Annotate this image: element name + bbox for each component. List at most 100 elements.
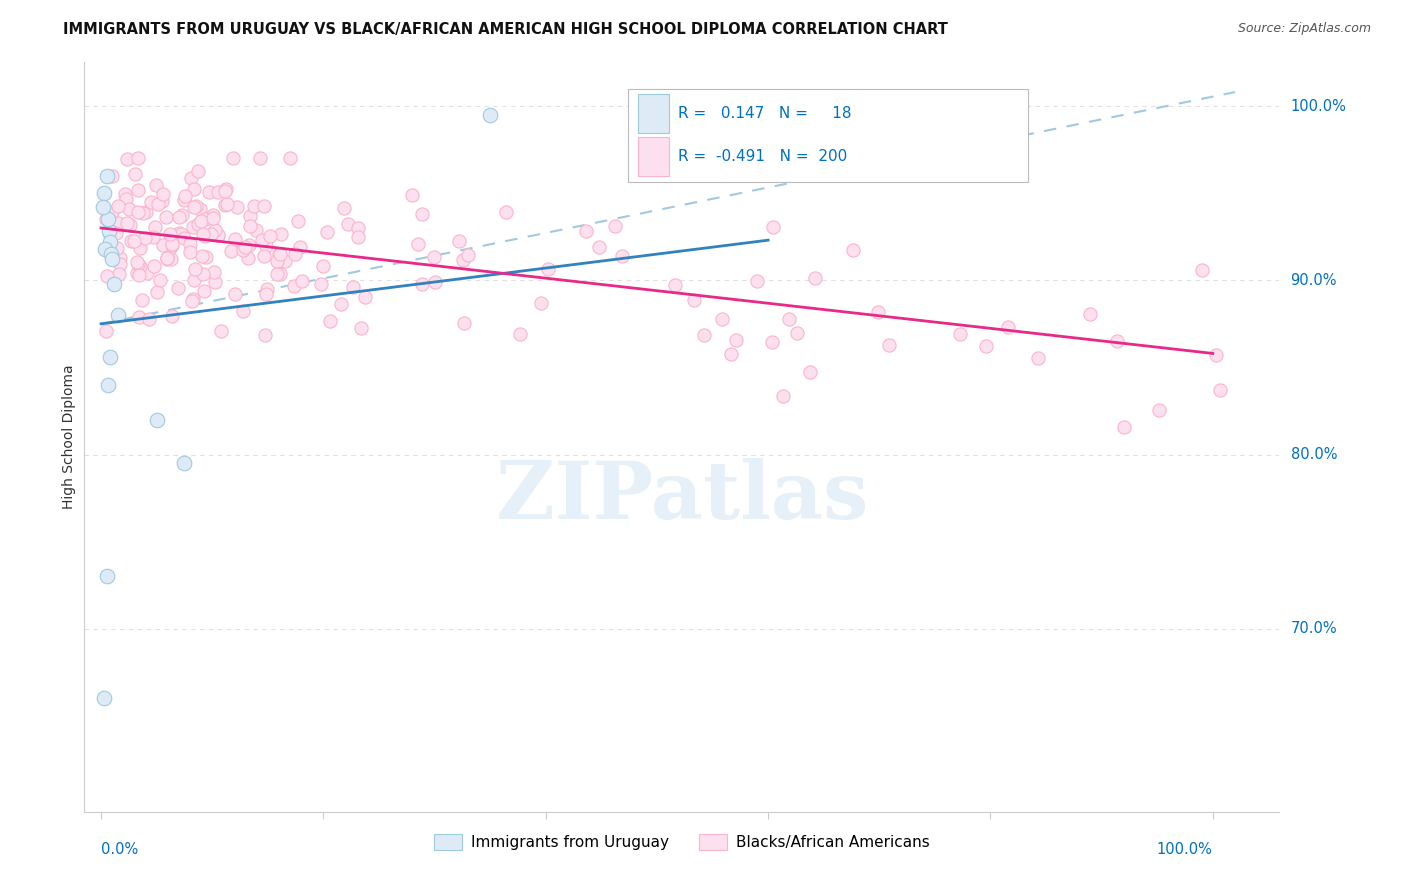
Point [772, 389, 794, 403]
Text: 80.0%: 80.0% [1291, 447, 1337, 462]
Point [745, 274, 768, 288]
Point [270, 227, 292, 242]
Point [193, 267, 215, 281]
Point [354, 290, 377, 304]
Point [254, 328, 277, 343]
Point [155, 210, 177, 224]
Point [259, 228, 281, 243]
Point [253, 249, 276, 263]
Point [128, 310, 150, 324]
Point [128, 241, 150, 255]
Point [183, 273, 205, 287]
Y-axis label: High School Diploma: High School Diploma [62, 365, 76, 509]
Point [842, 243, 865, 257]
Point [588, 240, 610, 254]
Point [146, 196, 169, 211]
Point [232, 304, 254, 318]
Text: Source: ZipAtlas.com: Source: ZipAtlas.com [1237, 22, 1371, 36]
Point [224, 232, 246, 246]
Point [256, 282, 278, 296]
Point [96, 169, 118, 183]
Point [159, 241, 181, 255]
Point [180, 170, 202, 185]
Point [186, 199, 208, 213]
Point [530, 295, 553, 310]
Point [575, 224, 598, 238]
Point [127, 256, 149, 270]
Point [976, 339, 998, 353]
Point [804, 270, 827, 285]
Point [457, 248, 479, 262]
Point [266, 253, 288, 268]
Point [194, 250, 217, 264]
Point [219, 244, 242, 259]
Point [97, 243, 120, 257]
Point [346, 221, 368, 235]
Point [799, 365, 821, 379]
Point [110, 251, 132, 265]
Point [190, 213, 212, 227]
Point [762, 219, 785, 234]
Point [167, 280, 190, 294]
Point [312, 260, 335, 274]
Point [114, 186, 136, 201]
Point [97, 224, 120, 238]
Point [249, 151, 271, 165]
Point [290, 274, 312, 288]
Text: R =  -0.491   N =  200: R = -0.491 N = 200 [678, 149, 848, 163]
Point [93, 186, 115, 201]
Point [118, 202, 141, 216]
Point [96, 212, 118, 227]
Point [233, 240, 256, 254]
Text: IMMIGRANTS FROM URUGUAY VS BLACK/AFRICAN AMERICAN HIGH SCHOOL DIPLOMA CORRELATIO: IMMIGRANTS FROM URUGUAY VS BLACK/AFRICAN… [63, 22, 948, 37]
Point [173, 230, 195, 244]
FancyBboxPatch shape [628, 88, 1029, 182]
Point [115, 192, 138, 206]
Point [173, 193, 195, 207]
Point [96, 269, 118, 284]
Point [411, 277, 433, 291]
Point [101, 252, 124, 267]
Point [239, 209, 262, 223]
Point [94, 242, 117, 256]
Point [786, 326, 808, 341]
Point [197, 186, 219, 200]
Point [193, 227, 215, 241]
Point [1191, 262, 1213, 277]
Point [1205, 348, 1227, 362]
Point [447, 234, 470, 248]
Point [145, 178, 167, 193]
Point [104, 226, 127, 240]
Text: R =   0.147   N =     18: R = 0.147 N = 18 [678, 106, 852, 121]
Text: ZIPatlas: ZIPatlas [496, 458, 868, 536]
Point [495, 204, 517, 219]
Point [191, 249, 214, 263]
Point [117, 152, 139, 166]
Point [96, 324, 118, 338]
Point [167, 211, 190, 225]
Point [101, 169, 124, 183]
Text: 90.0%: 90.0% [1291, 273, 1337, 288]
Point [127, 205, 149, 219]
Point [311, 277, 333, 292]
Point [132, 205, 155, 219]
Point [207, 185, 229, 199]
Point [664, 278, 686, 293]
Point [108, 257, 131, 271]
Point [224, 286, 246, 301]
Point [204, 276, 226, 290]
Point [149, 273, 172, 287]
Point [720, 347, 742, 361]
Point [269, 267, 291, 281]
Point [1078, 307, 1101, 321]
Point [347, 229, 370, 244]
Point [145, 412, 167, 426]
Point [423, 250, 446, 264]
Point [160, 252, 183, 266]
Point [215, 196, 238, 211]
Point [278, 151, 301, 165]
Text: 70.0%: 70.0% [1291, 621, 1337, 636]
Point [252, 234, 274, 248]
Point [91, 200, 114, 214]
Point [274, 254, 297, 268]
